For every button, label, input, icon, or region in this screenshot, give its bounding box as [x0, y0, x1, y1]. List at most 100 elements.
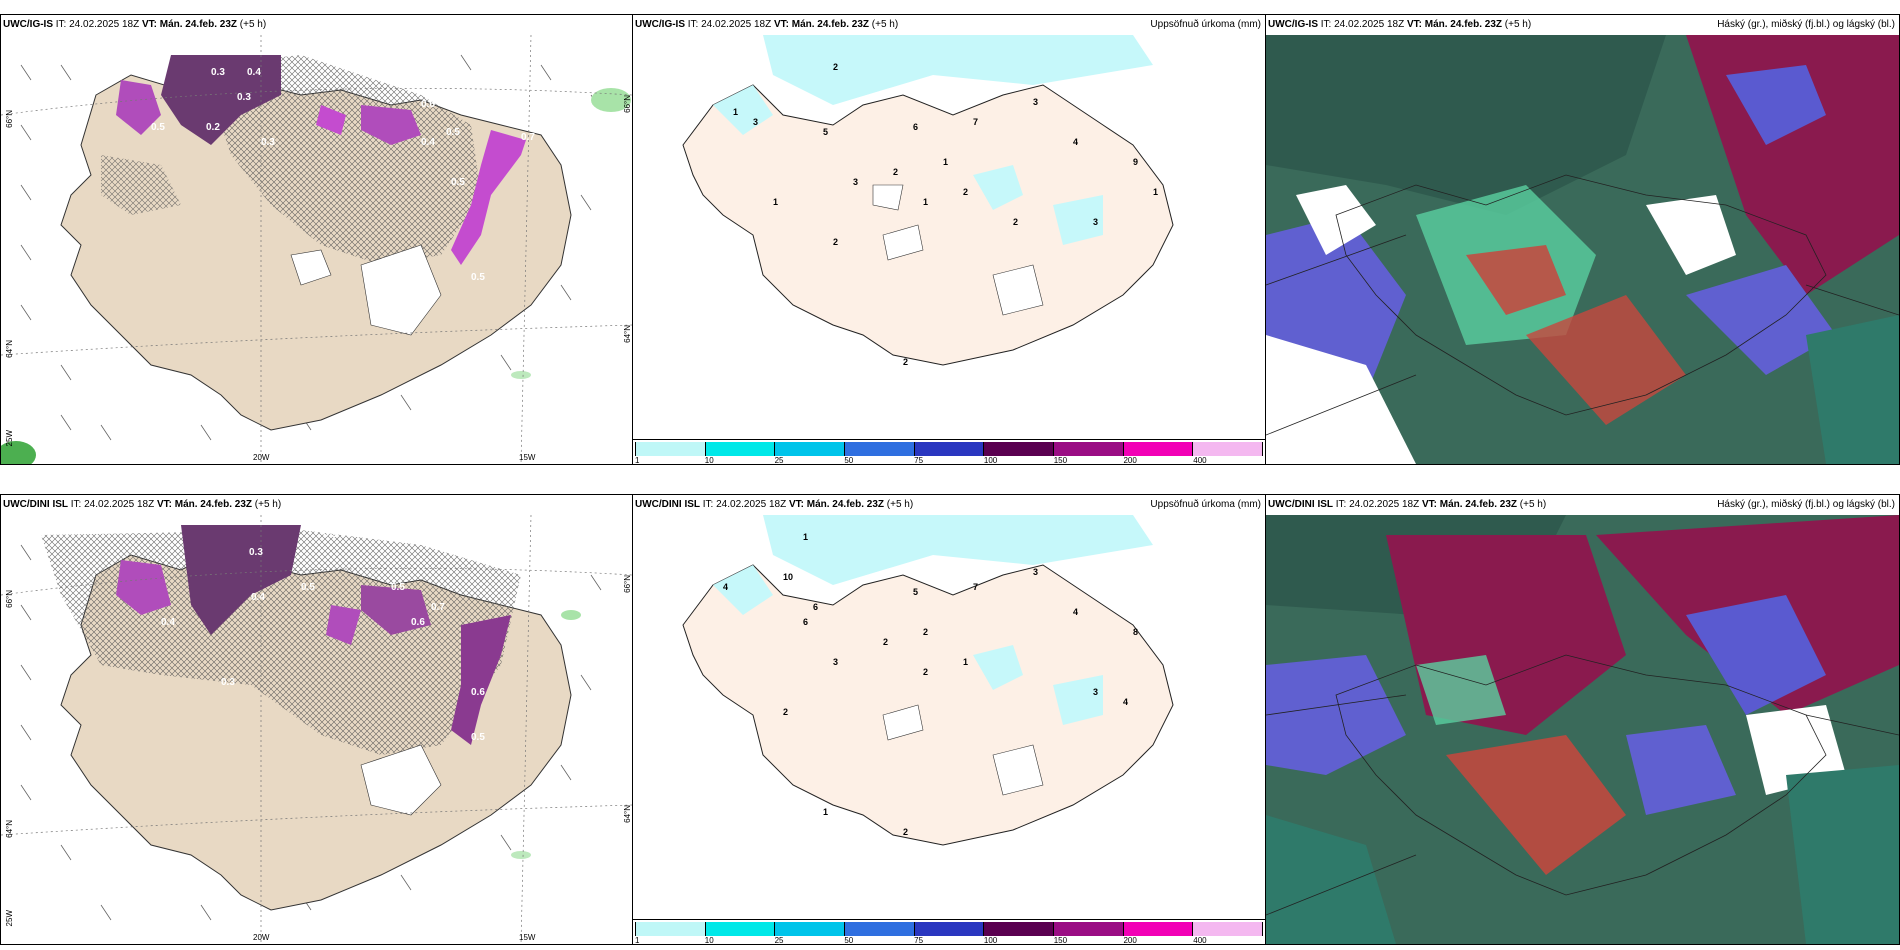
panel-header: UWC/DINI ISL IT: 24.02.2025 18Z VT: Mán.…	[635, 499, 914, 510]
svg-text:0.3: 0.3	[376, 529, 390, 540]
iceland-landmass	[682, 564, 1174, 846]
precip-value-labels: 1 4 10 6 5 7 3 4 2 2 3 1 2 6 8 3 2 1 4 2	[723, 532, 1138, 837]
svg-text:9: 9	[1133, 157, 1138, 167]
svg-text:0.7: 0.7	[521, 132, 535, 143]
svg-text:0.4: 0.4	[421, 137, 435, 148]
svg-text:0.5: 0.5	[471, 732, 485, 743]
lat-label-66-right: 66°N	[623, 575, 632, 593]
iceland-landmass	[682, 84, 1174, 366]
svg-text:10: 10	[783, 572, 793, 582]
colorbar-label: 50	[844, 936, 854, 945]
colorbar-swatch	[914, 922, 985, 936]
panel-header: UWC/IG-IS IT: 24.02.2025 18Z VT: Mán. 24…	[3, 19, 267, 30]
svg-text:0.5: 0.5	[471, 272, 485, 283]
panel-header: UWC/DINI ISL IT: 24.02.2025 18Z VT: Mán.…	[1268, 499, 1547, 510]
svg-text:2: 2	[1013, 217, 1018, 227]
lon-label-25: 25W	[5, 430, 14, 447]
colorbar-swatch	[775, 442, 846, 456]
colorbar-label: 10	[704, 936, 714, 945]
colorbar-label: 150	[1053, 456, 1068, 465]
panel-header: UWC/IG-IS IT: 24.02.2025 18Z VT: Mán. 24…	[1268, 19, 1532, 30]
svg-text:6: 6	[913, 122, 918, 132]
precip-colorbar: 1 10 25 50 75 100 150 200 400	[633, 439, 1265, 464]
svg-text:0.2: 0.2	[206, 122, 220, 133]
lon-label-15: 15W	[519, 933, 536, 942]
svg-text:3: 3	[1033, 567, 1038, 577]
svg-text:0.5: 0.5	[451, 177, 465, 188]
colorbar-swatch	[705, 922, 776, 936]
snow-map: 0.3 0.4 0.3 0.2 0.5 0.6 0.5 0.4 0.3 0.5 …	[1, 35, 632, 464]
map-title: Háský (gr.), miðský (fj.bl.) og lágský (…	[1717, 19, 1895, 30]
colorbar-swatch	[1123, 922, 1194, 936]
svg-text:3: 3	[1093, 217, 1098, 227]
lon-label-20: 20W	[253, 933, 270, 942]
svg-text:1: 1	[733, 107, 738, 117]
colorbar-label: 150	[1053, 936, 1068, 945]
colorbar-label: 400	[1193, 456, 1207, 465]
iceland-outline	[1335, 654, 1827, 896]
svg-text:6: 6	[813, 602, 818, 612]
map-title: Uppsöfnuð úrkoma (mm)	[1150, 499, 1261, 510]
snow-purple-area	[181, 525, 301, 635]
svg-text:0.4: 0.4	[161, 617, 175, 628]
snow-map: 0.3 0.3 0.3 0.5 0.4 0.5 0.7 0.6 0.5 0.4 …	[1, 515, 632, 944]
iceland-outline	[1335, 174, 1827, 416]
precip-map: 2 1 3 5 6 7 3 4 1 2 3 2 1 2 9 3 1 2 1 2	[633, 35, 1265, 440]
colorbar-label: 1	[635, 936, 640, 945]
lat-label-66: 66°N	[5, 110, 14, 128]
colorbar-label: 1	[635, 456, 640, 465]
colorbar-label: 25	[774, 936, 784, 945]
svg-text:3: 3	[1093, 687, 1098, 697]
svg-text:4: 4	[1073, 137, 1078, 147]
svg-text:3: 3	[833, 657, 838, 667]
colorbar-label: 100	[983, 936, 998, 945]
svg-text:6: 6	[803, 617, 808, 627]
svg-text:1: 1	[943, 157, 948, 167]
svg-text:1: 1	[923, 197, 928, 207]
panel-bottom-mid: UWC/DINI ISL IT: 24.02.2025 18Z VT: Mán.…	[632, 494, 1266, 945]
cloud-map	[1266, 35, 1899, 464]
svg-text:0.3: 0.3	[261, 137, 275, 148]
svg-text:4: 4	[723, 582, 728, 592]
svg-text:2: 2	[963, 187, 968, 197]
lat-label-64: 64°N	[5, 340, 14, 358]
svg-text:0.6: 0.6	[421, 99, 435, 110]
colorbar-label: 400	[1193, 936, 1207, 945]
colorbar-swatch	[1054, 442, 1124, 456]
map-title: Uppsöfnuð úrkoma (mm)	[1150, 19, 1261, 30]
svg-text:0.3: 0.3	[211, 67, 225, 78]
svg-text:1: 1	[803, 532, 808, 542]
colorbar-swatch	[845, 442, 915, 456]
svg-text:7: 7	[973, 117, 978, 127]
svg-text:3: 3	[853, 177, 858, 187]
colorbar-swatch	[1123, 442, 1194, 456]
svg-text:0.4: 0.4	[247, 67, 261, 78]
colorbar-swatch	[1193, 922, 1264, 936]
precip-colorbar: 1 10 25 50 75 100 150 200 400	[633, 919, 1265, 944]
svg-text:2: 2	[883, 637, 888, 647]
snow-value-labels: 0.3 0.4 0.3 0.2 0.5 0.6 0.5 0.4 0.3 0.5 …	[151, 67, 535, 283]
lat-label-64-right: 64°N	[623, 325, 632, 343]
cloud-map	[1266, 515, 1899, 944]
snow-purple-area	[161, 55, 281, 145]
lat-label-64: 64°N	[5, 820, 14, 838]
svg-text:2: 2	[833, 62, 838, 72]
colorbar-swatch	[635, 442, 706, 456]
lon-label-25: 25W	[5, 910, 14, 927]
svg-text:0.6: 0.6	[471, 687, 485, 698]
svg-text:1: 1	[823, 807, 828, 817]
svg-text:5: 5	[823, 127, 828, 137]
colorbar-label: 200	[1123, 456, 1137, 465]
colorbar-swatch	[705, 442, 776, 456]
svg-text:0.3: 0.3	[249, 547, 263, 558]
lon-label-15: 15W	[519, 453, 536, 462]
colorbar-swatch	[914, 442, 985, 456]
svg-text:2: 2	[893, 167, 898, 177]
lat-label-64-right: 64°N	[623, 805, 632, 823]
svg-text:4: 4	[1073, 607, 1078, 617]
precip-value-labels: 2 1 3 5 6 7 3 4 1 2 3 2 1 2 9 3 1 2 1 2	[733, 62, 1158, 367]
svg-text:0.5: 0.5	[446, 127, 460, 138]
snow-value-labels: 0.3 0.3 0.3 0.5 0.4 0.5 0.7 0.6 0.5 0.4 …	[161, 529, 485, 743]
svg-text:0.3: 0.3	[221, 677, 235, 688]
colorbar-swatch	[635, 922, 706, 936]
